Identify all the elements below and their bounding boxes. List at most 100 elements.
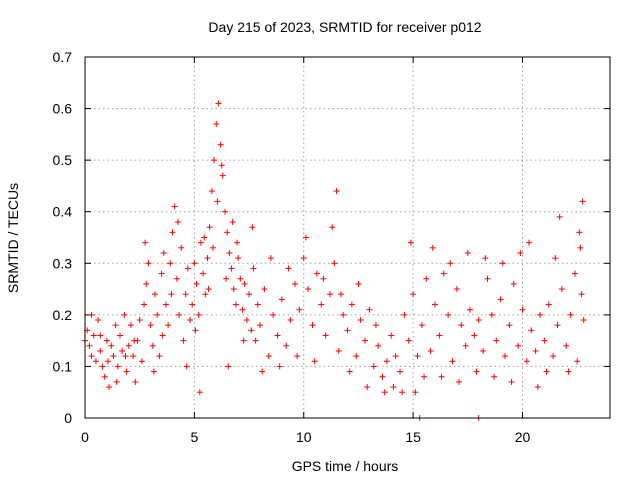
data-point [165, 322, 172, 329]
data-point [254, 301, 261, 308]
data-point [267, 255, 274, 262]
data-point [104, 358, 111, 365]
data-point [183, 363, 190, 370]
data-point [158, 270, 165, 277]
data-point [208, 188, 215, 195]
data-point [142, 239, 149, 246]
y-tick-label: 0.4 [53, 204, 73, 220]
data-point [184, 265, 191, 272]
data-point [222, 208, 228, 215]
data-point [292, 280, 298, 287]
data-point [432, 301, 438, 308]
data-point [114, 363, 121, 370]
chart-title: Day 215 of 2023, SRMTID for receiver p01… [208, 19, 481, 35]
data-point [576, 229, 583, 236]
data-point [200, 270, 207, 277]
data-point [418, 322, 425, 329]
data-point [274, 332, 281, 339]
data-point [567, 311, 574, 318]
data-point [453, 286, 460, 293]
grid-lines [85, 57, 610, 418]
data-point [234, 239, 241, 246]
data-point [577, 244, 584, 251]
data-point [90, 332, 97, 339]
data-point [110, 353, 117, 360]
data-point [106, 384, 113, 391]
x-axis-label: GPS time / hours [292, 458, 399, 474]
data-point [473, 368, 480, 375]
data-point [313, 270, 320, 277]
data-point [204, 255, 211, 262]
data-point [205, 286, 212, 293]
data-point [580, 317, 587, 324]
data-point [480, 347, 487, 354]
data-point [121, 311, 128, 318]
data-point [499, 260, 506, 267]
data-point [131, 337, 138, 344]
data-point [294, 353, 301, 360]
y-tick-label: 0.2 [53, 307, 73, 323]
data-point [488, 311, 495, 318]
data-point [370, 363, 377, 370]
data-point [209, 244, 216, 251]
data-point [248, 327, 255, 334]
data-point [537, 311, 543, 318]
x-tick-label: 5 [190, 429, 198, 445]
data-point [168, 291, 175, 298]
data-point [178, 244, 185, 251]
data-point [407, 239, 414, 246]
data-point [224, 229, 231, 236]
data-point [372, 322, 379, 329]
data-point [150, 368, 157, 375]
y-tick-label: 0 [64, 410, 72, 426]
data-point [149, 342, 156, 349]
data-point [167, 260, 174, 267]
data-point [237, 275, 244, 282]
data-point [502, 353, 508, 360]
data-point [517, 249, 524, 256]
data-point [202, 291, 209, 298]
x-tick-label: 0 [81, 429, 89, 445]
data-point [447, 260, 454, 267]
data-point [127, 322, 134, 329]
data-point [388, 332, 395, 339]
data-point [523, 358, 530, 365]
data-point [392, 353, 399, 360]
data-point [438, 373, 445, 380]
data-point [440, 270, 447, 277]
data-point [218, 162, 225, 169]
data-point [230, 286, 237, 293]
data-point [160, 249, 167, 256]
data-point [147, 322, 154, 329]
data-point [217, 141, 224, 148]
data-point [436, 332, 443, 339]
data-point [491, 373, 498, 380]
data-point [554, 322, 561, 329]
data-point [193, 280, 200, 287]
data-point [320, 275, 327, 282]
data-point [550, 353, 557, 360]
data-point [228, 265, 235, 272]
data-point [97, 347, 104, 354]
data-point [362, 337, 368, 344]
data-point [174, 219, 181, 226]
data-point [532, 347, 539, 354]
data-point [462, 342, 469, 349]
data-point [196, 389, 203, 396]
data-point [449, 358, 456, 365]
data-point [578, 291, 585, 298]
y-tick-label: 0.5 [53, 152, 73, 168]
data-point [119, 347, 126, 354]
data-point [257, 322, 263, 329]
plot-frame [84, 56, 611, 419]
data-point [241, 280, 248, 287]
data-point [381, 389, 388, 396]
data-point [401, 311, 408, 318]
data-point [423, 275, 430, 282]
data-point [191, 260, 198, 267]
data-point [322, 332, 329, 339]
data-point [296, 306, 303, 313]
y-tick-label: 0.1 [53, 358, 73, 374]
data-point [335, 347, 342, 354]
